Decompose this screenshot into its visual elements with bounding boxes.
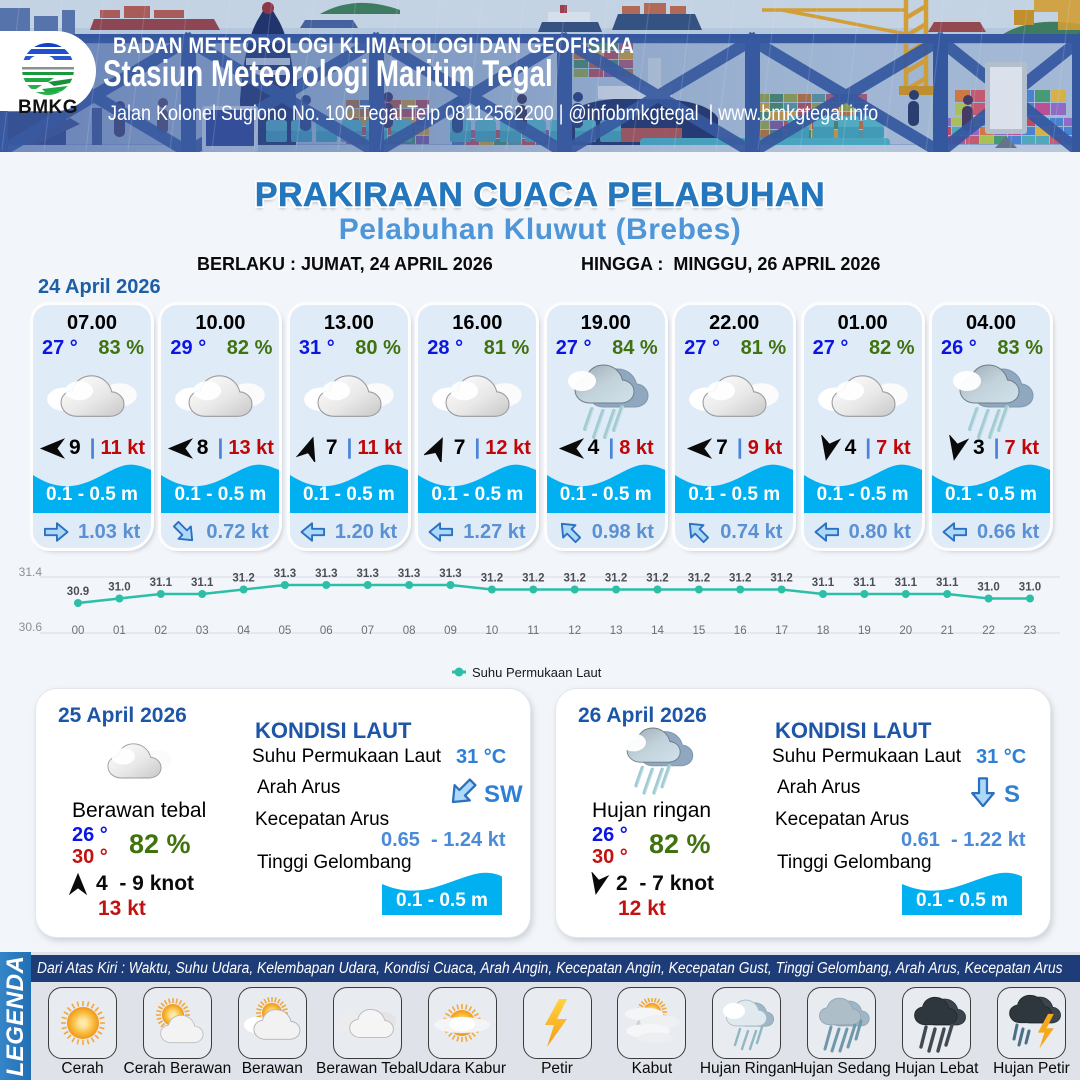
svg-text:31.1: 31.1 (853, 577, 876, 589)
svg-text:31.3: 31.3 (315, 568, 337, 580)
svg-text:14: 14 (651, 625, 664, 637)
svg-text:10: 10 (486, 625, 499, 637)
svg-text:31.2: 31.2 (729, 573, 751, 585)
svg-text:19: 19 (858, 625, 871, 637)
svg-text:31.1: 31.1 (150, 577, 173, 589)
svg-text:31.1: 31.1 (936, 577, 959, 589)
svg-text:31.2: 31.2 (564, 573, 586, 585)
svg-text:31.4: 31.4 (19, 565, 43, 579)
svg-text:02: 02 (154, 625, 167, 637)
svg-text:31.3: 31.3 (398, 568, 420, 580)
svg-text:31.2: 31.2 (646, 573, 668, 585)
svg-text:31.1: 31.1 (191, 577, 214, 589)
svg-text:31.1: 31.1 (895, 577, 918, 589)
svg-text:15: 15 (693, 625, 706, 637)
svg-text:31.3: 31.3 (274, 568, 296, 580)
svg-text:31.2: 31.2 (481, 573, 503, 585)
svg-text:11: 11 (527, 625, 539, 637)
svg-text:31.0: 31.0 (108, 582, 130, 594)
svg-text:21: 21 (941, 625, 954, 637)
svg-text:01: 01 (113, 625, 126, 637)
svg-text:Suhu Permukaan Laut: Suhu Permukaan Laut (472, 665, 602, 680)
svg-text:31.2: 31.2 (232, 573, 254, 585)
svg-text:12: 12 (568, 625, 581, 637)
svg-text:30.9: 30.9 (67, 586, 89, 598)
svg-text:13: 13 (610, 625, 623, 637)
svg-text:05: 05 (279, 625, 292, 637)
svg-text:31.0: 31.0 (977, 582, 999, 594)
svg-text:20: 20 (899, 625, 912, 637)
svg-text:08: 08 (403, 625, 416, 637)
svg-text:04: 04 (237, 625, 250, 637)
svg-text:31.0: 31.0 (1019, 582, 1041, 594)
svg-text:31.3: 31.3 (357, 568, 379, 580)
svg-text:31.2: 31.2 (770, 573, 792, 585)
svg-text:31.2: 31.2 (605, 573, 627, 585)
svg-text:09: 09 (444, 625, 457, 637)
svg-text:07: 07 (361, 625, 374, 637)
svg-text:00: 00 (72, 625, 85, 637)
svg-text:31.2: 31.2 (688, 573, 710, 585)
svg-text:31.2: 31.2 (522, 573, 544, 585)
svg-text:31.1: 31.1 (812, 577, 835, 589)
svg-text:30.6: 30.6 (19, 620, 43, 634)
svg-text:22: 22 (982, 625, 995, 637)
svg-text:16: 16 (734, 625, 747, 637)
svg-text:31.3: 31.3 (439, 568, 461, 580)
svg-text:17: 17 (775, 625, 788, 637)
svg-text:03: 03 (196, 625, 209, 637)
svg-text:06: 06 (320, 625, 333, 637)
svg-text:23: 23 (1024, 625, 1037, 637)
svg-text:18: 18 (817, 625, 830, 637)
